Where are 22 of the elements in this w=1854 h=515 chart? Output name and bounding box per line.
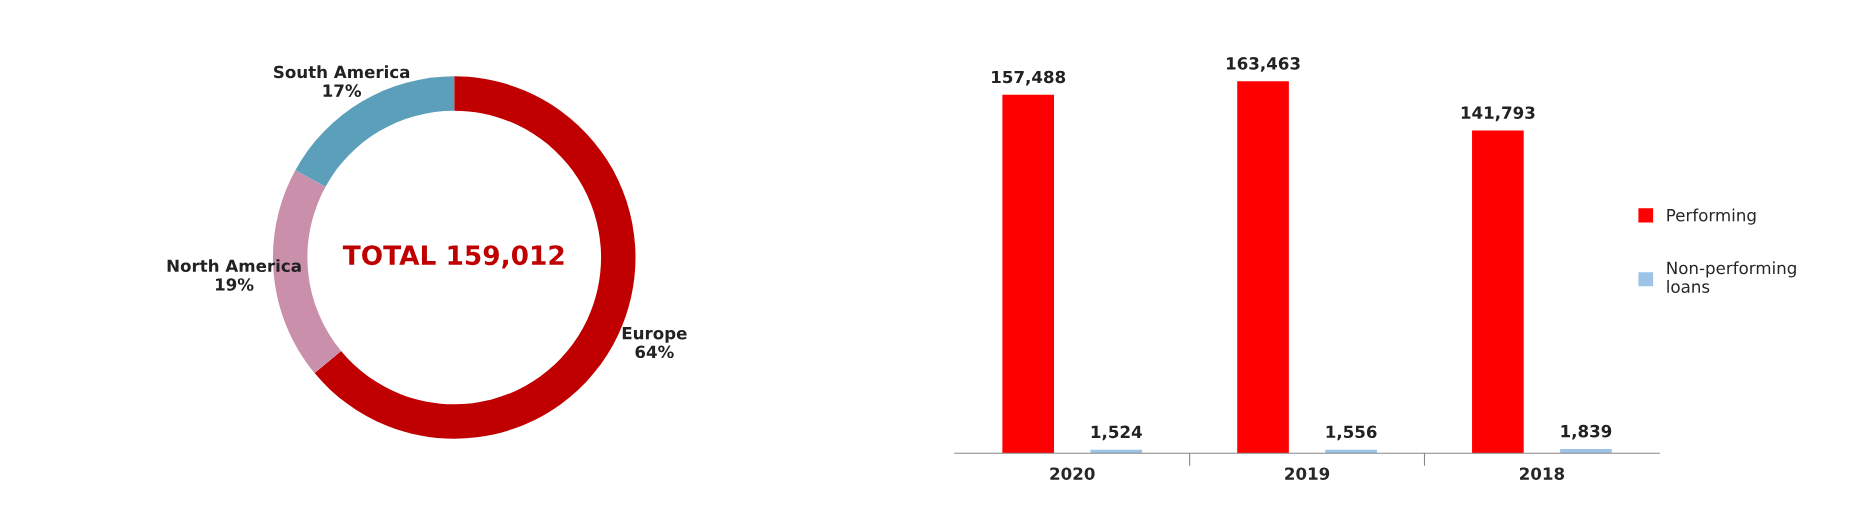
data-label: 157,488 <box>992 70 1066 86</box>
data-label: 64% <box>635 345 674 359</box>
data-label: 1,524 <box>1091 425 1142 441</box>
data-label: 1,839 <box>1561 424 1612 440</box>
data-label: 163,463 <box>1226 57 1300 72</box>
slice-label: North America <box>167 259 301 273</box>
x-tick-label: 2019 <box>1285 467 1330 480</box>
data-label: 1,556 <box>1326 425 1377 441</box>
bar <box>1002 94 1055 454</box>
slice-label: South America <box>274 65 410 79</box>
legend-label: Performing <box>1667 208 1756 225</box>
x-tick-label: 2018 <box>1520 467 1565 480</box>
bar <box>1237 81 1289 454</box>
slice-label: Europe <box>622 327 687 343</box>
bar <box>1560 449 1612 454</box>
data-label: 141,793 <box>1461 106 1535 122</box>
data-label: 17% <box>323 84 362 97</box>
data-label: 19% <box>215 278 254 291</box>
bar <box>1472 130 1524 454</box>
legend-label: Non-performing loans <box>1667 261 1796 293</box>
text: TOTAL 159,012 <box>342 245 564 269</box>
x-tick-label: 2020 <box>1050 467 1095 480</box>
